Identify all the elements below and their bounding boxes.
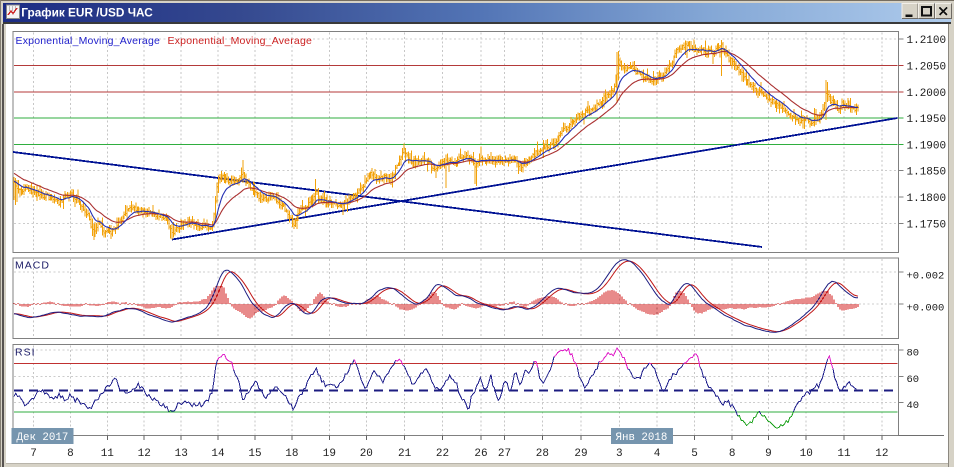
svg-text:3: 3 [616,448,623,460]
svg-text:1.1950: 1.1950 [907,114,947,126]
svg-text:+0.002: +0.002 [907,271,945,283]
svg-text:21: 21 [398,448,412,460]
svg-text:8: 8 [67,448,74,460]
svg-text:1.1850: 1.1850 [907,167,947,179]
svg-text:14: 14 [211,448,225,460]
svg-text:10: 10 [800,448,813,460]
svg-text:60: 60 [907,374,920,386]
svg-text:27: 27 [498,448,511,460]
svg-text:Exponential_Moving_Average: Exponential_Moving_Average [16,35,161,47]
svg-text:20: 20 [360,448,373,460]
svg-text:22: 22 [436,448,449,460]
svg-text:19: 19 [323,448,336,460]
svg-text:8: 8 [729,448,736,460]
svg-text:1.1900: 1.1900 [907,140,947,152]
svg-text:11: 11 [101,448,115,460]
svg-text:1.2100: 1.2100 [907,35,947,47]
svg-text:12: 12 [138,448,151,460]
svg-text:26: 26 [474,448,487,460]
svg-text:MACD: MACD [15,260,50,272]
svg-text:Янв 2018: Янв 2018 [616,432,668,444]
svg-text:9: 9 [765,448,772,460]
svg-text:1.1800: 1.1800 [907,193,947,205]
svg-text:28: 28 [536,448,549,460]
svg-text:Дек 2017: Дек 2017 [17,432,69,444]
svg-text:1.2050: 1.2050 [907,62,947,74]
svg-text:11: 11 [837,448,851,460]
svg-text:18: 18 [285,448,298,460]
svg-text:1.1750: 1.1750 [907,219,947,231]
svg-text:13: 13 [175,448,188,460]
svg-text:4: 4 [654,448,661,460]
svg-text:12: 12 [875,448,888,460]
svg-text:5: 5 [691,448,698,460]
svg-text:15: 15 [248,448,261,460]
svg-text:+0.000: +0.000 [907,303,945,315]
svg-text:Exponential_Moving_Average: Exponential_Moving_Average [168,35,313,47]
svg-text:1.2000: 1.2000 [907,88,947,100]
svg-text:40: 40 [907,400,920,412]
svg-text:График EUR /USD ЧАС: График EUR /USD ЧАС [21,6,153,20]
svg-text:RSI: RSI [15,347,36,359]
svg-text:80: 80 [907,348,920,360]
svg-text:29: 29 [574,448,587,460]
svg-text:7: 7 [30,448,37,460]
